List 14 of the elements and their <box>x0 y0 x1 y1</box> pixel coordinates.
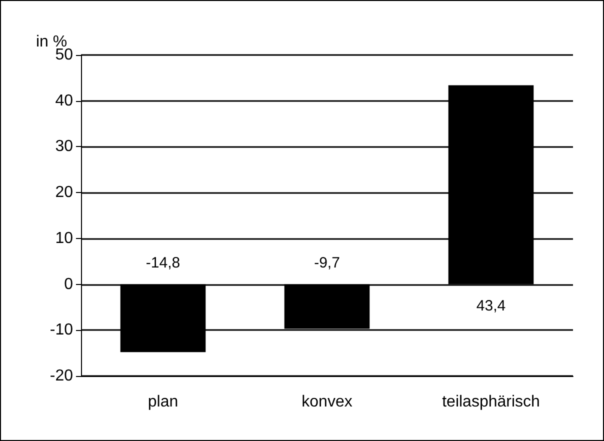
data-label: -9,7 <box>314 254 340 272</box>
x-tick-label: konvex <box>302 394 352 410</box>
y-tick-label: 0 <box>64 276 74 293</box>
y-tick-label: 30 <box>55 138 74 156</box>
y-tick-label: -20 <box>50 368 74 384</box>
x-tick-label: teilasphärisch <box>442 394 540 410</box>
y-tick-label: -10 <box>50 322 74 339</box>
data-label: -14,8 <box>146 254 180 272</box>
data-label: 43,4 <box>476 297 506 314</box>
y-tick-label: 40 <box>55 92 74 110</box>
x-tick-label: plan <box>148 394 178 410</box>
y-tick-label: 10 <box>55 230 74 247</box>
y-tick-label: 20 <box>55 184 74 202</box>
y-tick-label: 50 <box>55 46 74 64</box>
